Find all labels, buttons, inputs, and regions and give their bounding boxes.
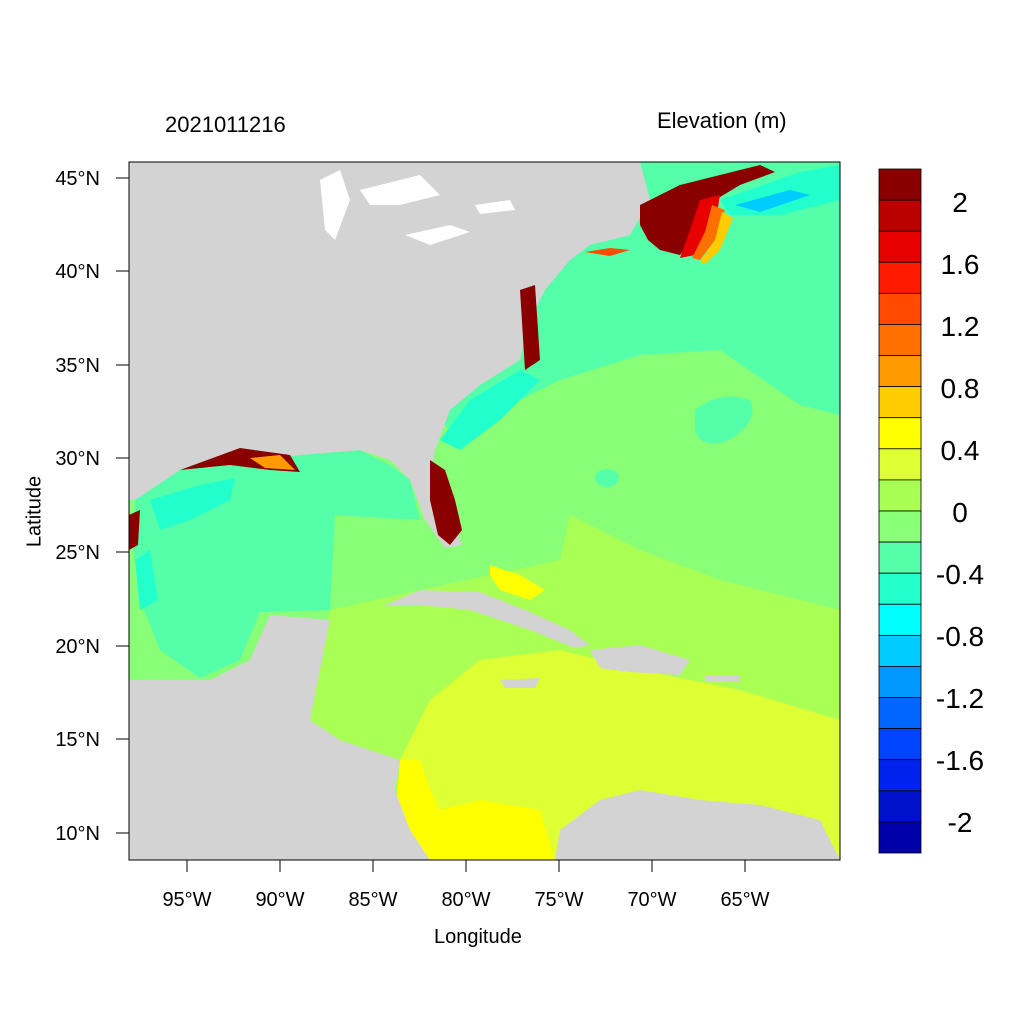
x-axis-label: Longitude — [434, 926, 522, 948]
colorbar-label: -1.2 — [936, 683, 984, 714]
x-tick-label: 80°W — [441, 889, 490, 911]
florida-surge — [430, 460, 462, 545]
plot-frame — [128, 161, 841, 861]
x-tick-label: 90°W — [255, 889, 304, 911]
map-field — [129, 162, 840, 860]
mid-atlantic-surge — [520, 285, 540, 370]
land-venezuela-coast — [630, 830, 660, 860]
x-tick-label: 75°W — [534, 889, 583, 911]
gulf-cool-patch — [150, 478, 235, 530]
colorbar-label: -0.8 — [936, 621, 984, 652]
ocean-north-atlantic — [440, 162, 840, 440]
colorbar-swatch — [878, 448, 922, 481]
land-south-america — [555, 790, 840, 860]
colorbar-label: 2 — [952, 187, 968, 218]
colorbar-swatch — [878, 324, 922, 356]
colorbar-label: -2 — [948, 807, 973, 838]
colorbar-swatch — [878, 479, 922, 512]
colorbar-swatch — [878, 292, 922, 325]
colorbar-swatch — [878, 728, 922, 761]
colorbar-swatch — [878, 603, 922, 636]
ocean-coast-yellow-sw — [395, 760, 555, 860]
colorbar-swatch — [878, 230, 922, 263]
colorbar-label: 1.6 — [941, 249, 980, 280]
y-tick-label: 45°N — [55, 168, 100, 190]
land-central-america — [129, 615, 430, 860]
y-tick-label: 35°N — [55, 355, 100, 377]
axis-ticks: 95°W 90°W 85°W 80°W 75°W 70°W 65°W 45°N 40°N 35°N… — [55, 168, 769, 911]
variable-title: Elevation (m) — [657, 108, 787, 133]
land-puerto-rico — [705, 675, 740, 682]
x-tick-label: 70°W — [627, 889, 676, 911]
timestamp-title: 2021011216 — [165, 112, 286, 137]
bahamas-shallow — [490, 565, 545, 600]
colorbar-swatch — [878, 417, 922, 450]
colorbar-swatch — [878, 386, 922, 419]
nova-scotia-blue — [735, 190, 810, 212]
lake-michigan — [320, 170, 350, 240]
colorbar-swatch — [878, 572, 922, 605]
gulf-coast-orange — [250, 455, 295, 470]
surge-yellow — [700, 212, 733, 264]
colorbar-label: 0.4 — [941, 435, 980, 466]
surge-orange — [692, 205, 725, 260]
y-tick-label: 25°N — [55, 542, 100, 564]
y-tick-label: 30°N — [55, 448, 100, 470]
coast-cool-strip — [440, 370, 540, 450]
colorbar-swatch — [878, 790, 922, 823]
land-hispaniola — [590, 645, 690, 675]
colorbar: 2 1.6 1.2 0.8 0.4 0 -0.4 -0.8 -1.2 -1.6 -2 — [878, 168, 984, 854]
colorbar-label: 0 — [952, 497, 968, 528]
y-tick-label: 20°N — [55, 636, 100, 658]
ocean-cool-patch — [695, 396, 753, 444]
colorbar-swatch — [878, 697, 922, 730]
y-tick-label: 15°N — [55, 729, 100, 751]
gulf-west-cool — [135, 550, 158, 610]
colorbar-label: -1.6 — [936, 745, 984, 776]
colorbar-swatch — [878, 510, 922, 543]
land-cuba — [385, 590, 590, 648]
colorbar-swatch — [878, 666, 922, 698]
surge-red — [680, 195, 720, 258]
colorbar-label: 1.2 — [941, 311, 980, 342]
colorbar-label: 0.8 — [941, 373, 980, 404]
lake-ontario — [475, 200, 515, 214]
x-tick-label: 85°W — [348, 889, 397, 911]
land-jamaica — [500, 678, 540, 688]
colorbar-swatch — [878, 168, 922, 201]
y-tick-label: 10°N — [55, 823, 100, 845]
lake-erie — [405, 225, 470, 245]
x-tick-label: 95°W — [162, 889, 211, 911]
colorbar-label: -0.4 — [936, 559, 984, 590]
y-tick-label: 40°N — [55, 261, 100, 283]
long-island-surge — [585, 248, 630, 256]
colorbar-swatch — [878, 355, 922, 388]
colorbar-swatch — [878, 821, 922, 854]
colorbar-swatch — [878, 199, 922, 232]
ocean-small-patch — [595, 469, 619, 487]
x-tick-label: 65°W — [720, 889, 769, 911]
colorbar-swatch — [878, 541, 922, 574]
texas-surge — [129, 510, 140, 550]
lake-superior-huron — [360, 175, 440, 205]
colorbar-swatch — [878, 759, 922, 792]
colorbar-swatch — [878, 261, 922, 294]
colorbar-swatch — [878, 634, 922, 667]
